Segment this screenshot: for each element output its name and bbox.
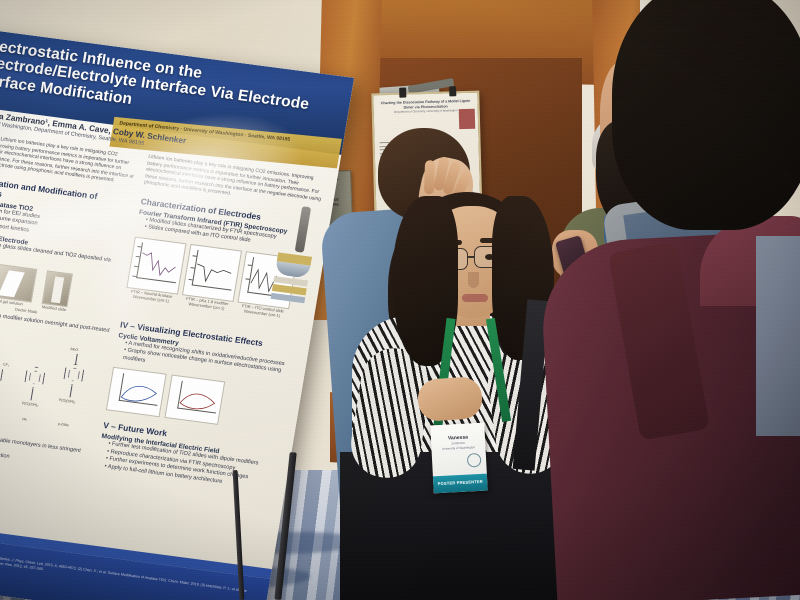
badge-ribbon-text: POSTER PRESENTER: [437, 478, 483, 487]
attendee-far-right: [756, 236, 800, 436]
ftir-plot-1: [126, 236, 187, 295]
binder-clip-icon: [399, 87, 407, 98]
attendee-maroon-hair: [612, 0, 800, 230]
molecule-label-3: PA: [21, 417, 28, 422]
presenter-clasped-hands: [416, 375, 484, 423]
figure-doctor-blade: [0, 263, 38, 303]
main-poster-board: Electrostatic Influence on the Electrode…: [0, 0, 386, 600]
ftir-plot-3: [237, 250, 298, 309]
cv-plot-1: [105, 366, 167, 418]
badge-seal-icon: [466, 452, 482, 468]
cv-plot-2: [164, 374, 226, 426]
name-badge: Vanessa Zambrano University of Washingto…: [430, 422, 488, 494]
badge-ribbon: POSTER PRESENTER: [432, 473, 488, 494]
main-poster: Electrostatic Influence on the Electrode…: [0, 28, 355, 600]
background-poster-logo: [458, 108, 476, 130]
molecule-label-4: p-OMe: [57, 421, 70, 428]
binder-clip-icon: [449, 86, 457, 97]
ftir-plot-2: [181, 243, 243, 302]
figure-modified-slide: [41, 270, 73, 308]
